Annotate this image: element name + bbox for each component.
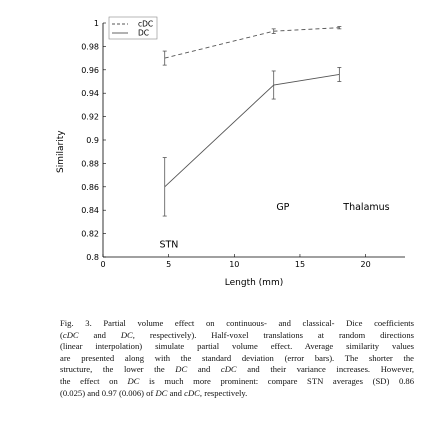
x-tick-label: 5 [166, 260, 171, 269]
y-tick-label: 0.9 [86, 136, 99, 145]
caption-text: structure, the lower the [60, 364, 176, 375]
x-tick-label: 20 [361, 260, 371, 269]
annotation-label: GP [276, 202, 289, 213]
caption-line: Fig. 3. Partial volume effect on continu… [60, 318, 414, 330]
caption-italic: cDC [62, 329, 79, 340]
caption-text: and their variance increases. However, [236, 364, 414, 375]
caption-text: is much more prominent: compare STN aver… [139, 375, 415, 386]
x-tick-label: 10 [229, 260, 239, 269]
caption-line: (0.025) and 0.97 (0.006) of DC and cDC, … [60, 388, 414, 400]
caption-text: ( [60, 329, 63, 340]
y-tick-label: 0.8 [86, 253, 99, 262]
caption-line: (cDC and DC, respectively). Half-voxel t… [60, 330, 414, 342]
caption-italic: DC [127, 375, 140, 386]
y-tick-label: 0.92 [81, 113, 99, 122]
x-tick-label: 0 [100, 260, 105, 269]
legend-label-dc: DC [138, 29, 149, 38]
legend-label-cdc: cDC [138, 20, 153, 29]
series-layer [162, 26, 342, 217]
caption-italic: DC [120, 329, 133, 340]
x-tick-label: 15 [295, 260, 305, 269]
caption-text: are presented along with the standard de… [60, 352, 414, 363]
caption-line: are presented along with the standard de… [60, 353, 414, 365]
caption-italic: cDC [220, 364, 237, 375]
caption-text: Fig. 3. Partial volume effect on continu… [60, 318, 414, 328]
caption-line: structure, the lower the DC and cDC and … [60, 364, 414, 376]
x-axis-label: Length (mm) [225, 278, 283, 288]
caption-line: the effect on DC is much more prominent:… [60, 376, 414, 388]
plot-axes [102, 23, 405, 258]
annotation-label: Thalamus [342, 202, 389, 213]
caption-line: (linear interpolation) simulate partial … [60, 341, 414, 353]
axis-ticks: 0.80.820.840.860.880.90.920.940.960.9810… [81, 19, 371, 269]
y-tick-label: 0.96 [81, 66, 99, 75]
annotations-layer: STN GP Thalamus [159, 202, 389, 250]
y-tick-label: 0.88 [81, 159, 99, 168]
y-tick-label: 0.94 [81, 89, 99, 98]
series-line-dc [164, 74, 340, 188]
caption-text: and [187, 364, 221, 375]
y-tick-label: 0.86 [81, 183, 99, 192]
caption-text: and [78, 329, 121, 340]
annotation-label: STN [159, 240, 178, 251]
caption-text: (linear interpolation) simulate partial … [60, 341, 414, 352]
caption-text: , respectively. [199, 387, 248, 398]
figure-caption: Fig. 3. Partial volume effect on continu… [60, 318, 414, 399]
y-axis-label: Similarity [56, 130, 66, 173]
series-line-cdc [164, 27, 340, 59]
y-tick-label: 0.84 [81, 206, 99, 215]
caption-text: , respectively). Half-voxel translations… [132, 329, 414, 340]
caption-italic: cDC [184, 387, 200, 398]
caption-text: (0.025) and 0.97 (0.006) of [60, 387, 156, 398]
y-tick-label: 1 [94, 19, 99, 28]
caption-italic: DC [175, 364, 188, 375]
caption-text: the effect on [60, 375, 128, 386]
y-tick-label: 0.98 [81, 42, 99, 51]
legend-box [108, 16, 158, 40]
caption-text: and [167, 387, 185, 398]
y-tick-label: 0.82 [81, 230, 99, 239]
caption-italic: DC [155, 387, 168, 398]
similarity-figure: 0.80.820.840.860.880.90.920.940.960.9810… [56, 16, 405, 288]
